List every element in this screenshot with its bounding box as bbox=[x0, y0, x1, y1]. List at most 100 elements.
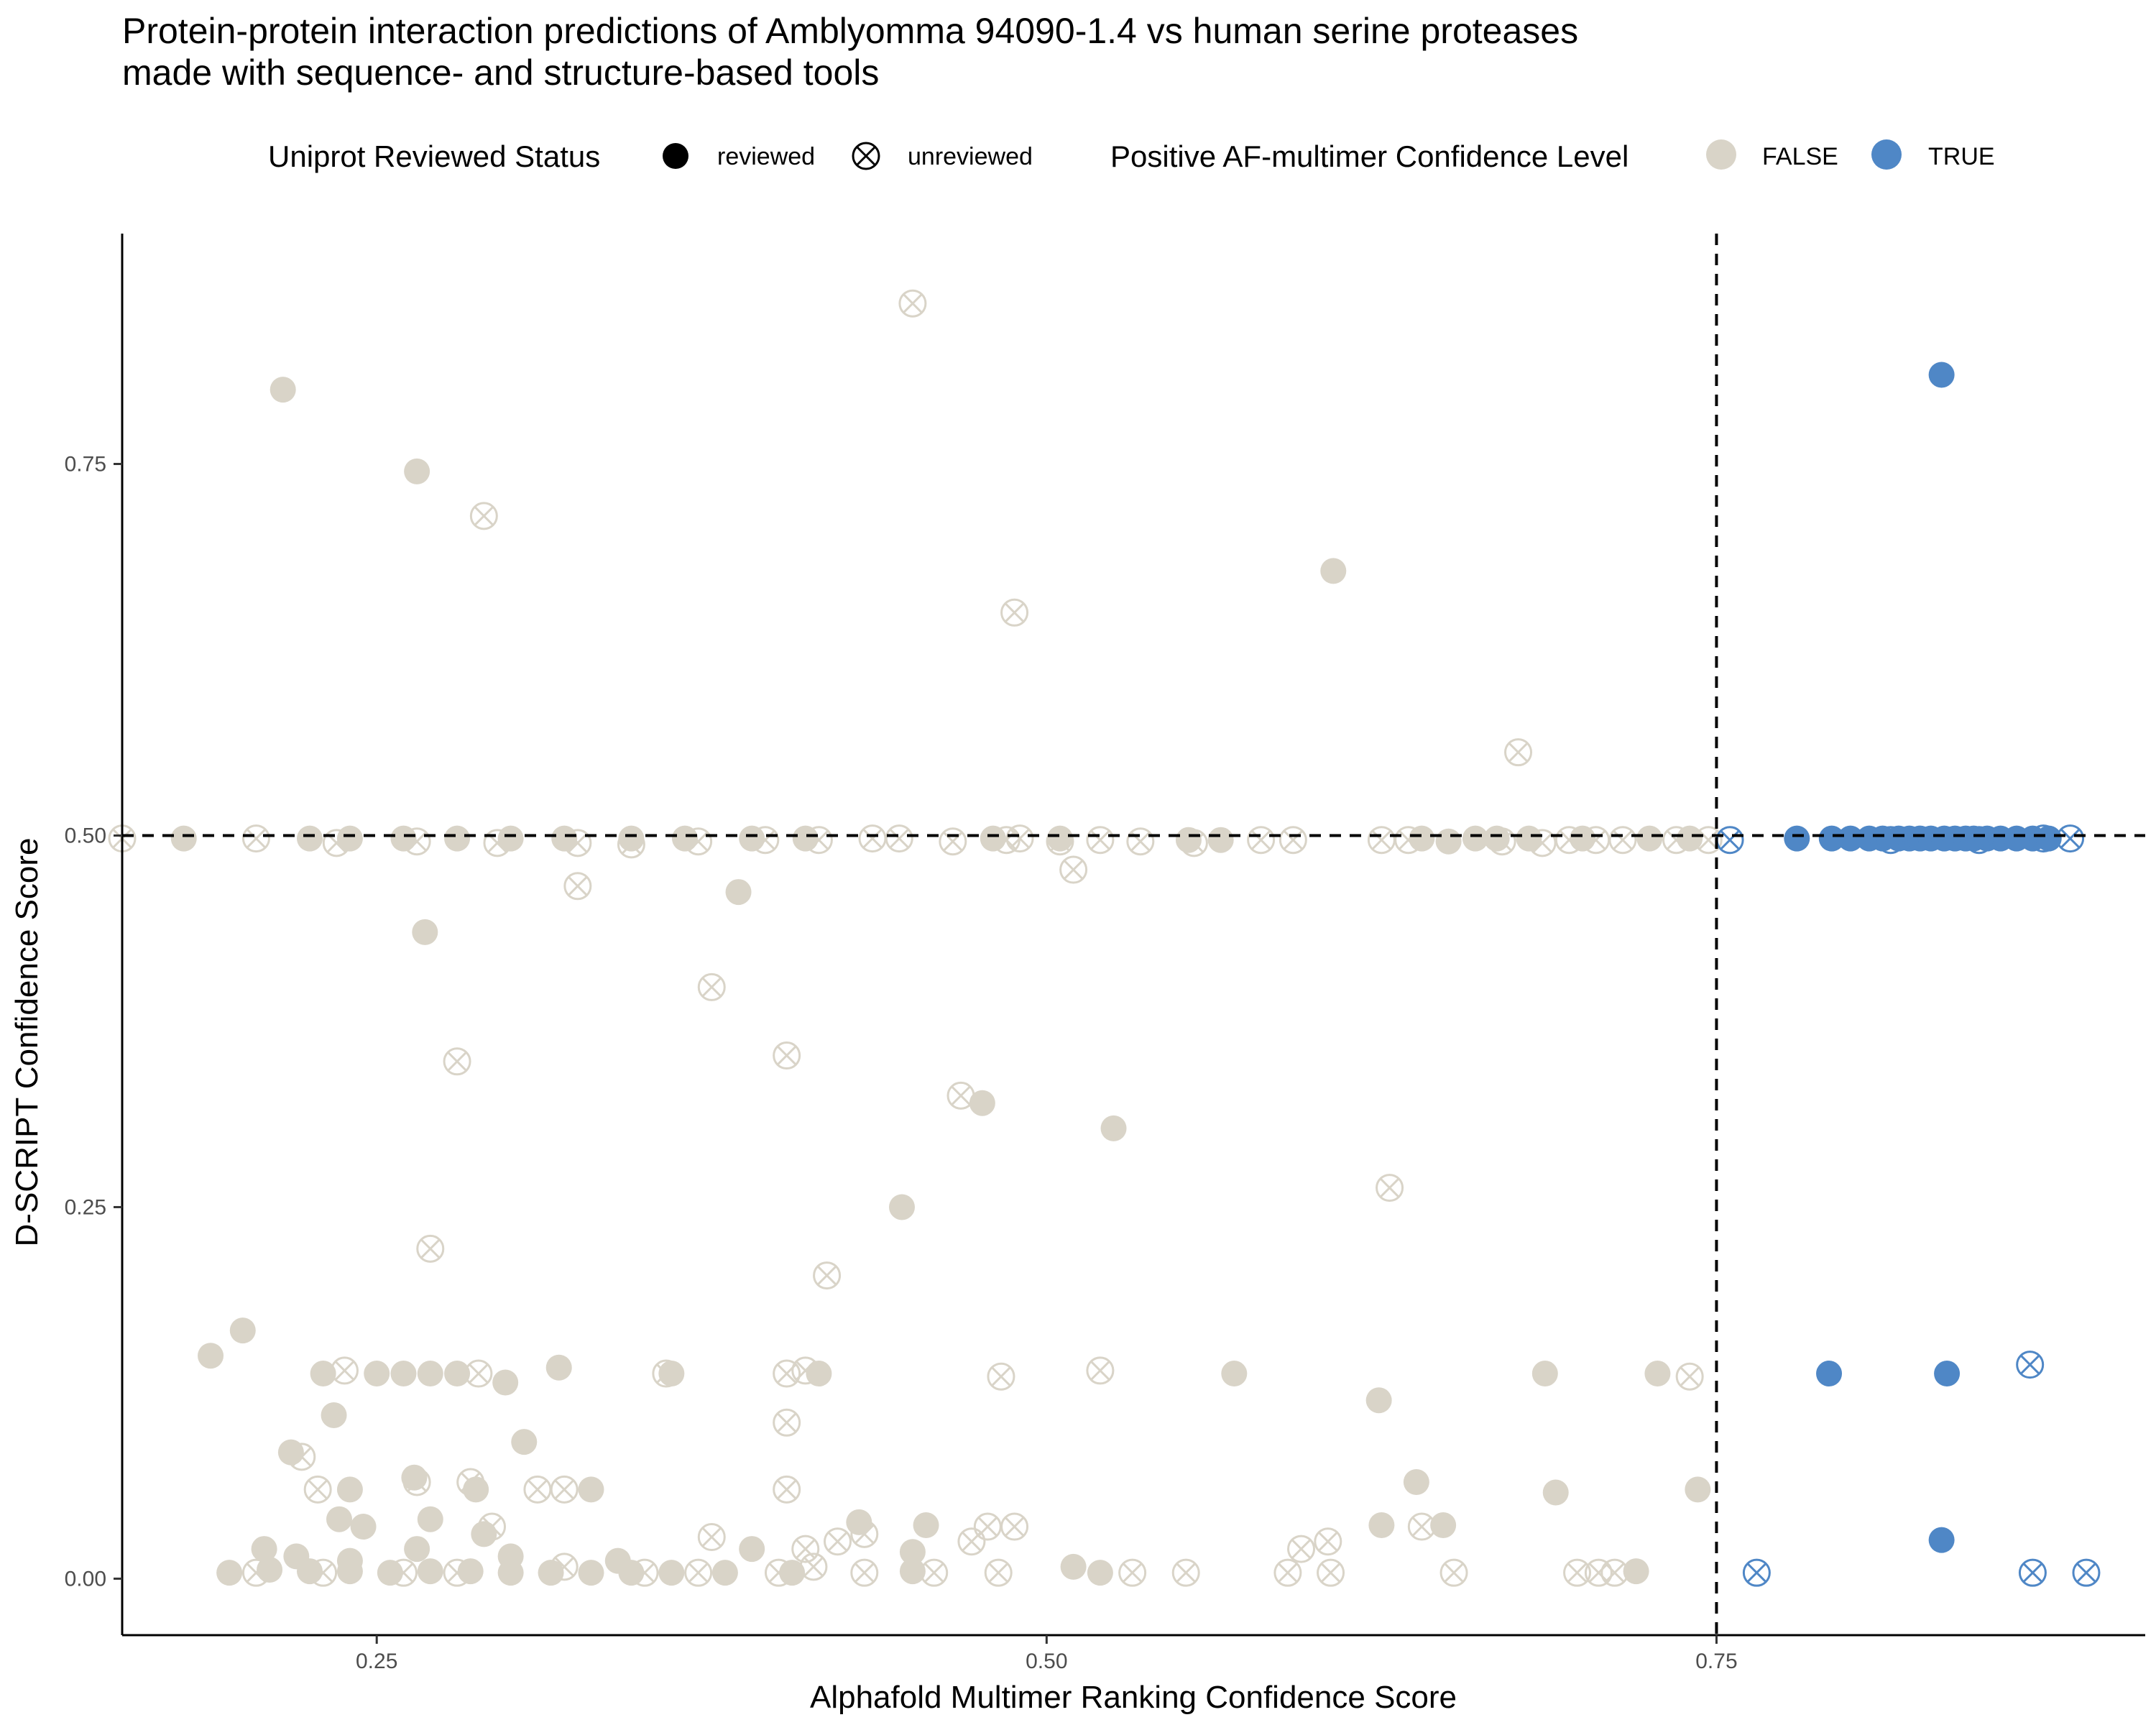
data-point-reviewed bbox=[1365, 1387, 1392, 1414]
data-point-unreviewed bbox=[630, 1558, 659, 1587]
data-point-unreviewed bbox=[773, 1041, 801, 1070]
data-point-unreviewed bbox=[1273, 1558, 1302, 1587]
data-point-unreviewed bbox=[1504, 738, 1533, 767]
data-point-unreviewed bbox=[946, 1081, 975, 1110]
data-point-reviewed bbox=[511, 1429, 538, 1455]
legend-unreviewed-label: unreviewed bbox=[908, 143, 1033, 170]
data-point-unreviewed bbox=[402, 1468, 431, 1496]
data-point-unreviewed bbox=[1876, 826, 1905, 855]
x-tick-label: 0.75 bbox=[1695, 1650, 1737, 1673]
data-point-unreviewed bbox=[550, 1552, 579, 1581]
data-point-reviewed bbox=[1320, 558, 1347, 584]
data-point-unreviewed bbox=[773, 1475, 801, 1504]
data-point-reviewed bbox=[578, 1560, 604, 1586]
data-point-unreviewed bbox=[1528, 829, 1557, 857]
data-point-unreviewed bbox=[1394, 826, 1423, 855]
data-point-reviewed bbox=[417, 1506, 443, 1532]
data-point-reviewed bbox=[1531, 1361, 1558, 1387]
data-point-reviewed bbox=[1636, 825, 1663, 852]
data-point-unreviewed bbox=[1367, 826, 1396, 855]
data-point-unreviewed bbox=[617, 830, 645, 859]
data-point-unreviewed bbox=[303, 1475, 332, 1504]
legend-false-label: FALSE bbox=[1762, 143, 1838, 170]
data-point-reviewed bbox=[412, 919, 438, 945]
data-point-reviewed bbox=[1403, 1469, 1429, 1496]
data-point-reviewed bbox=[1207, 827, 1234, 853]
legend-color-title: Positive AF-multimer Confidence Level bbox=[1110, 139, 1628, 173]
data-point-unreviewed bbox=[563, 872, 592, 901]
data-point-reviewed bbox=[1430, 1512, 1457, 1538]
data-point-reviewed bbox=[578, 1476, 604, 1503]
data-point-unreviewed bbox=[850, 1519, 879, 1548]
data-point-reviewed bbox=[492, 1369, 519, 1396]
legend-true-key bbox=[1871, 139, 1902, 170]
data-point-unreviewed bbox=[523, 1475, 552, 1504]
data-point-unreviewed bbox=[2016, 1351, 2045, 1379]
data-point-reviewed bbox=[658, 1560, 685, 1586]
data-point-unreviewed bbox=[389, 1558, 418, 1587]
data-point-unreviewed bbox=[1059, 855, 1088, 884]
data-point-reviewed bbox=[1818, 825, 1845, 852]
data-point-unreviewed bbox=[791, 1535, 820, 1563]
data-point-reviewed bbox=[1087, 1560, 1113, 1586]
data-point-reviewed bbox=[913, 1512, 939, 1538]
data-point-reviewed bbox=[310, 1361, 336, 1387]
legend-true-label: TRUE bbox=[1928, 143, 1995, 170]
data-point-reviewed bbox=[336, 1476, 363, 1503]
data-point-unreviewed bbox=[464, 1359, 493, 1388]
y-tick-label: 0.00 bbox=[65, 1567, 106, 1591]
data-point-unreviewed bbox=[898, 289, 927, 318]
data-point-unreviewed bbox=[287, 1443, 316, 1471]
data-point-reviewed bbox=[1685, 1476, 1711, 1503]
data-point-reviewed bbox=[270, 377, 296, 403]
chart-title-line-2: made with sequence- and structure-based … bbox=[122, 52, 879, 93]
data-point-unreviewed bbox=[2056, 824, 2085, 853]
legend-reviewed-key bbox=[663, 143, 688, 169]
data-point-unreviewed bbox=[764, 1558, 793, 1587]
data-point-unreviewed bbox=[469, 502, 498, 530]
data-point-unreviewed bbox=[1086, 826, 1115, 855]
data-point-reviewed bbox=[198, 1343, 224, 1369]
data-point-unreviewed bbox=[791, 1356, 820, 1385]
points-layer bbox=[108, 289, 2101, 1587]
data-point-unreviewed bbox=[1675, 1362, 1704, 1391]
x-tick-label: 0.25 bbox=[356, 1650, 397, 1673]
data-point-unreviewed bbox=[1279, 826, 1307, 855]
data-point-unreviewed bbox=[697, 1523, 726, 1552]
data-point-reviewed bbox=[1221, 1361, 1248, 1387]
data-point-unreviewed bbox=[478, 1512, 507, 1541]
x-axis-title: Alphafold Multimer Ranking Confidence Sc… bbox=[810, 1680, 1457, 1715]
data-point-unreviewed bbox=[804, 826, 833, 855]
data-point-unreviewed bbox=[1584, 1558, 1613, 1587]
data-point-reviewed bbox=[1462, 825, 1488, 852]
data-point-unreviewed bbox=[1247, 826, 1276, 855]
data-point-unreviewed bbox=[1126, 827, 1155, 856]
data-point-unreviewed bbox=[1563, 1558, 1592, 1587]
reference-lines bbox=[122, 234, 2145, 1635]
data-point-unreviewed bbox=[987, 1362, 1015, 1391]
data-point-unreviewed bbox=[1662, 826, 1691, 855]
data-point-unreviewed bbox=[799, 1552, 828, 1581]
data-point-unreviewed bbox=[1439, 1558, 1468, 1587]
data-point-unreviewed bbox=[456, 1468, 485, 1496]
data-point-reviewed bbox=[1928, 362, 1955, 388]
data-point-unreviewed bbox=[1000, 598, 1029, 627]
data-point-unreviewed bbox=[322, 829, 351, 857]
data-point-unreviewed bbox=[939, 827, 967, 856]
data-point-unreviewed bbox=[2072, 1558, 2101, 1587]
data-point-reviewed bbox=[1623, 1558, 1649, 1585]
data-point-reviewed bbox=[1435, 828, 1462, 855]
data-point-unreviewed bbox=[1600, 1558, 1629, 1587]
data-point-reviewed bbox=[364, 1361, 390, 1387]
data-point-unreviewed bbox=[850, 1558, 879, 1587]
data-point-unreviewed bbox=[241, 1558, 270, 1587]
data-point-unreviewed bbox=[1314, 1527, 1342, 1556]
data-point-unreviewed bbox=[241, 824, 270, 853]
data-point-reviewed bbox=[251, 1536, 277, 1563]
data-point-unreviewed bbox=[858, 824, 887, 853]
data-point-reviewed bbox=[1644, 1361, 1671, 1387]
data-point-reviewed bbox=[404, 458, 430, 484]
data-point-unreviewed bbox=[1171, 1558, 1200, 1587]
axes: 0.25 0.50 0.75 0.00 0.25 0.50 0.75 bbox=[65, 234, 2145, 1673]
